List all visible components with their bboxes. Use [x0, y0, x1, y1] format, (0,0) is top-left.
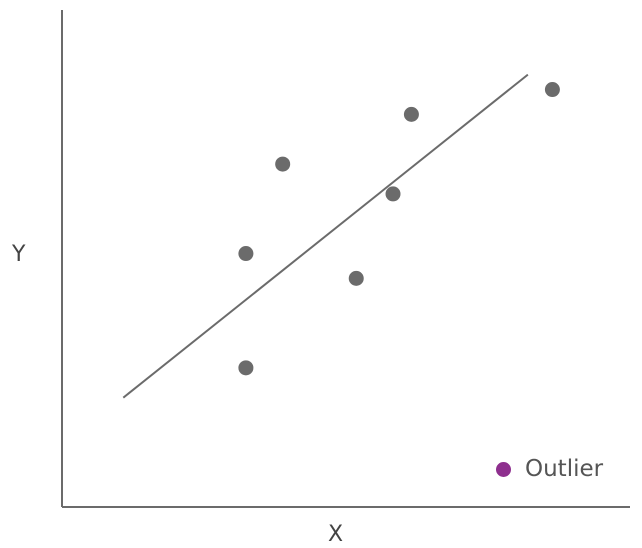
data-point-1 — [238, 360, 254, 376]
data-point-2 — [238, 246, 254, 262]
data-point-5 — [385, 186, 401, 202]
data-point-6 — [403, 106, 419, 122]
x-axis-label: X — [328, 522, 344, 547]
trendline — [122, 73, 529, 399]
y-axis-label: Y — [12, 242, 26, 267]
legend-label-outlier: Outlier — [525, 456, 604, 482]
legend-swatch-outlier — [496, 461, 511, 477]
data-point-4 — [348, 270, 364, 286]
data-point-7 — [544, 82, 560, 98]
data-point-3 — [275, 156, 291, 172]
data-points — [238, 82, 560, 376]
legend: Outlier — [496, 456, 603, 482]
